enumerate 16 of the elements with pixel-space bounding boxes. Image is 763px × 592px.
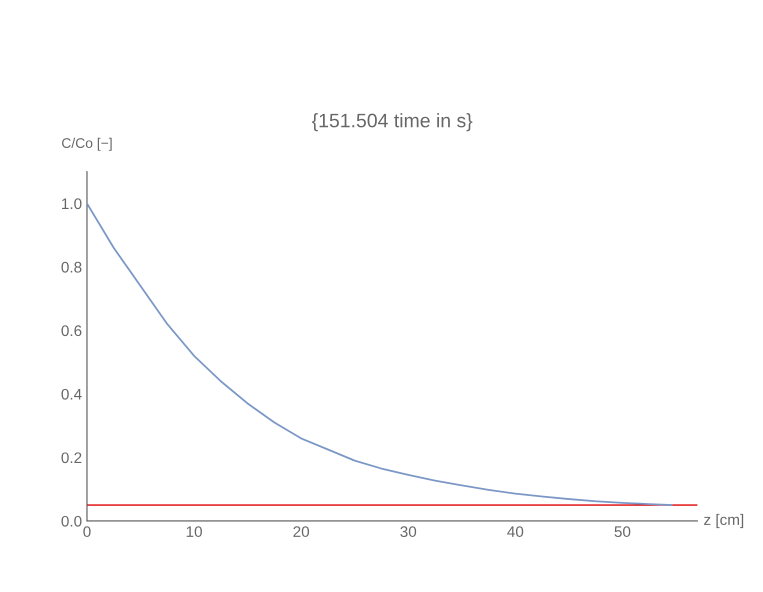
y-tick-label: 0.0 xyxy=(61,516,82,527)
x-axis-title: z [cm] xyxy=(704,514,744,528)
y-tick-label: 0.6 xyxy=(61,325,82,336)
y-tick-label: 0.8 xyxy=(61,262,82,273)
y-tick-label: 0.2 xyxy=(61,452,82,464)
y-tick-label: 0.4 xyxy=(61,388,82,400)
y-axis-title: C/Co [−] xyxy=(62,138,112,151)
x-tick-label: 50 xyxy=(614,526,630,538)
x-tick-label: 0 xyxy=(83,526,91,538)
x-tick-label: 40 xyxy=(507,526,524,538)
x-tick-label: 30 xyxy=(400,526,416,538)
y-tick-label: 1.0 xyxy=(62,198,82,210)
line-series xyxy=(86,202,673,506)
chart-title: {151.504 time in s} xyxy=(312,113,472,132)
x-tick-label: 20 xyxy=(293,526,310,538)
x-tick-label: 10 xyxy=(186,526,202,538)
